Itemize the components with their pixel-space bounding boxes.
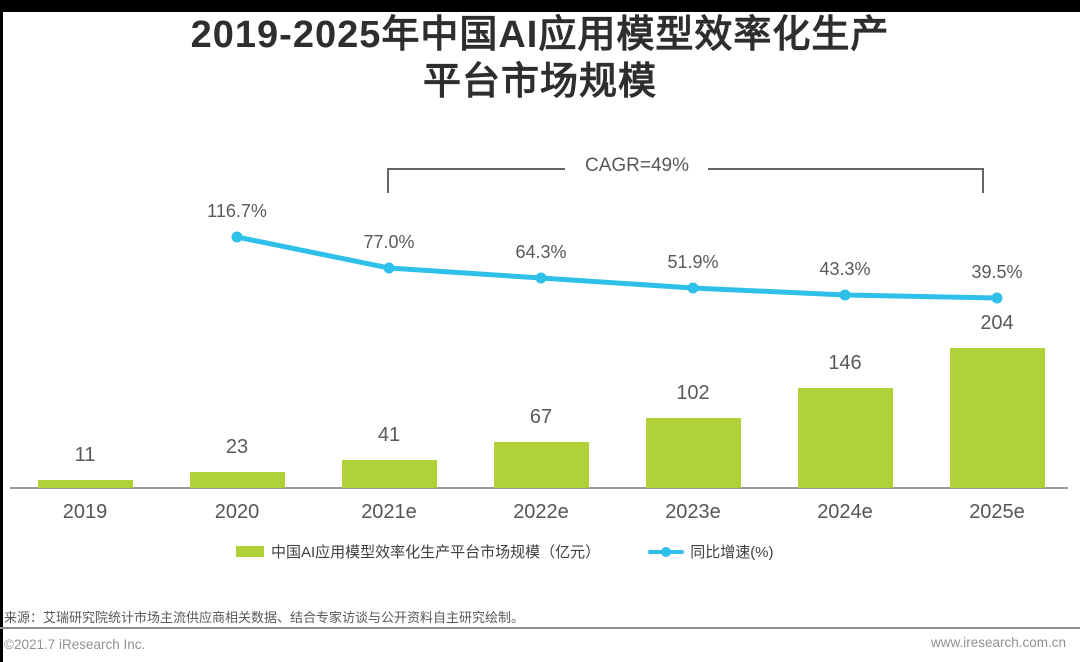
chart-title-line1: 2019-2025年中国AI应用模型效率化生产 xyxy=(190,14,890,56)
cagr-bracket-right xyxy=(708,168,984,193)
growth-rate-label-2024e: 43.3% xyxy=(819,259,871,279)
bar-2025e xyxy=(949,348,1045,488)
growth-point-2022e xyxy=(535,272,547,284)
bar-2020 xyxy=(189,472,285,488)
bar-value-label-2019: 11 xyxy=(74,444,96,466)
growth-point-2023e xyxy=(687,282,699,294)
cagr-bracket-left xyxy=(387,168,565,193)
bar-2019 xyxy=(37,480,133,488)
top-border xyxy=(0,0,1080,12)
bar-value-label-2020: 23 xyxy=(225,436,249,458)
x-axis-label-2023e: 2023e xyxy=(665,501,721,523)
bar-2024e xyxy=(797,388,893,488)
legend: 中国AI应用模型效率化生产平台市场规模（亿元） 同比增速(%) xyxy=(236,541,774,562)
bar-series-swatch-icon xyxy=(236,546,264,557)
x-axis-label-2022e: 2022e xyxy=(513,501,569,523)
bar-2021e xyxy=(341,460,437,488)
line-series-dot-icon xyxy=(661,546,672,557)
legend-label-market-size: 中国AI应用模型效率化生产平台市场规模（亿元） xyxy=(271,544,601,561)
growth-rate-label-2023e: 51.9% xyxy=(667,252,719,272)
x-axis-label-2020: 2020 xyxy=(214,501,260,523)
x-axis-label-2021e: 2021e xyxy=(361,501,417,523)
growth-rate-label-2020: 116.7% xyxy=(207,201,267,221)
source-note: 来源：艾瑞研究院统计市场主流供应商相关数据、结合专家访谈与公开资料自主研究绘制。 xyxy=(4,610,525,625)
bar-value-label-2025e: 204 xyxy=(980,312,1014,334)
growth-rate-label-2025e: 39.5% xyxy=(971,262,1023,282)
bar-value-label-2024e: 146 xyxy=(828,352,862,374)
bar-value-label-2021e: 41 xyxy=(377,424,401,446)
line-series-marker-icon xyxy=(648,546,685,557)
legend-item-market-size: 中国AI应用模型效率化生产平台市场规模（亿元） xyxy=(236,541,600,562)
bar-value-label-2022e: 67 xyxy=(529,406,553,428)
growth-rate-label-2021e: 77.0% xyxy=(363,232,415,252)
bar-value-label-2023e: 102 xyxy=(676,382,710,404)
footer-divider xyxy=(0,627,1080,629)
x-axis-label-2019: 2019 xyxy=(62,501,108,523)
x-axis-line xyxy=(10,487,1068,489)
growth-rate-label-2022e: 64.3% xyxy=(515,242,567,262)
copyright-text: ©2021.7 iResearch Inc. xyxy=(4,637,146,652)
legend-item-growth-rate: 同比增速(%) xyxy=(648,541,774,562)
x-axis-label-2024e: 2024e xyxy=(817,501,873,523)
left-border xyxy=(0,0,3,662)
cagr-label: CAGR=49% xyxy=(584,155,690,176)
growth-point-2024e xyxy=(839,289,851,301)
growth-point-2020 xyxy=(231,231,243,243)
legend-label-growth-rate: 同比增速(%) xyxy=(690,544,774,561)
chart-title: 2019-2025年中国AI应用模型效率化生产 平台市场规模 xyxy=(0,12,1080,106)
website-url: www.iresearch.com.cn xyxy=(930,635,1066,650)
growth-point-2021e xyxy=(383,262,395,274)
growth-point-2025e xyxy=(991,292,1003,304)
bar-2022e xyxy=(493,442,589,488)
chart-title-line2: 平台市场规模 xyxy=(422,61,657,103)
x-axis-label-2025e: 2025e xyxy=(969,501,1025,523)
bar-2023e xyxy=(645,418,741,488)
